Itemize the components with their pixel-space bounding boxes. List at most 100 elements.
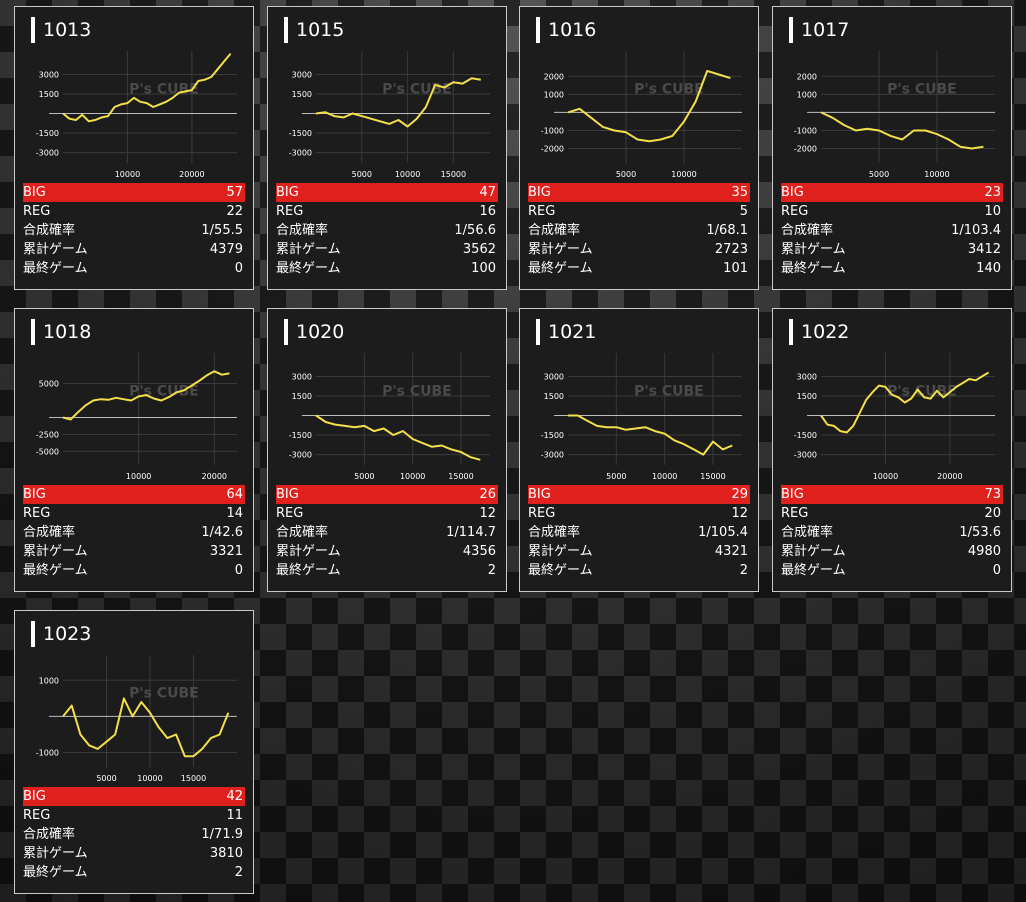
prob-label: 合成確率 [781, 223, 834, 238]
big-value: 57 [226, 185, 243, 200]
reg-value: 14 [226, 506, 243, 521]
x-tick-label: 5000 [606, 472, 626, 481]
big-label: BIG [276, 185, 299, 200]
total-value: 3321 [209, 544, 243, 559]
big-value: 29 [731, 487, 748, 502]
prob-row: 合成確率 1/114.7 [276, 523, 498, 542]
y-tick-label: 1500 [544, 392, 564, 401]
prob-label: 合成確率 [23, 223, 76, 238]
watermark-logo: P's CUBE [634, 384, 704, 400]
x-tick-label: 10000 [873, 472, 898, 481]
prob-value: 1/71.9 [201, 827, 243, 842]
machine-card[interactable]: 1018 P's CUBE 5000 -2500 -5000 10000 20000 BI… [14, 308, 254, 592]
machine-card[interactable]: 1015 P's CUBE 3000 1500 -1500 -3000 5000 10000… [267, 6, 507, 290]
last-row: 最終ゲーム 2 [276, 561, 498, 580]
slump-line [568, 414, 733, 456]
slump-chart: P's CUBE 3000 1500 -1500 -3000 5000 10000 15000 [541, 353, 742, 481]
x-tick-label: 10000 [671, 170, 696, 179]
machine-card[interactable]: 1022 P's CUBE 3000 1500 -1500 -3000 10000 2000… [772, 308, 1012, 592]
prob-row: 合成確率 1/53.6 [781, 523, 1003, 542]
last-label: 最終ゲーム [23, 563, 88, 578]
total-row: 累計ゲーム 3810 [23, 844, 245, 863]
slump-chart: P's CUBE 3000 1500 -1500 -3000 5000 10000 15000 [289, 353, 490, 481]
total-value: 4321 [714, 544, 748, 559]
y-tick-label: -2000 [794, 145, 817, 154]
x-tick-label: 5000 [354, 472, 374, 481]
last-label: 最終ゲーム [781, 261, 846, 276]
reg-value: 20 [984, 506, 1001, 521]
slump-line [820, 371, 990, 434]
stats-table: BIG 29 REG 12 合成確率 1/105.4 累計ゲーム 4321 最終ゲーム 2 [528, 485, 750, 580]
prob-label: 合成確率 [276, 223, 329, 238]
y-tick-label: -3000 [541, 451, 564, 460]
x-tick-label: 15000 [448, 472, 473, 481]
watermark-logo: P's CUBE [129, 82, 199, 98]
machine-number: 1018 [31, 319, 91, 345]
reg-row: REG 22 [23, 202, 245, 221]
total-label: 累計ゲーム [276, 544, 341, 559]
y-tick-label: 2000 [797, 72, 817, 81]
slump-line [820, 111, 984, 150]
total-value: 4980 [967, 544, 1001, 559]
machine-number: 1022 [789, 319, 849, 345]
prob-value: 1/55.5 [201, 223, 243, 238]
last-label: 最終ゲーム [23, 261, 88, 276]
big-label: BIG [528, 185, 551, 200]
machine-number: 1015 [284, 17, 344, 43]
total-row: 累計ゲーム 3562 [276, 240, 498, 259]
total-row: 累計ゲーム 4980 [781, 542, 1003, 561]
big-value: 23 [984, 185, 1001, 200]
y-tick-label: -2000 [541, 145, 564, 154]
reg-value: 16 [479, 204, 496, 219]
reg-label: REG [276, 204, 304, 219]
total-label: 累計ゲーム [781, 242, 846, 257]
machine-card[interactable]: 1020 P's CUBE 3000 1500 -1500 -3000 5000 10000… [267, 308, 507, 592]
machine-card[interactable]: 1016 P's CUBE 2000 1000 -1000 -2000 5000 10000… [519, 6, 759, 290]
reg-row: REG 16 [276, 202, 498, 221]
last-label: 最終ゲーム [528, 261, 593, 276]
machine-card[interactable]: 1017 P's CUBE 2000 1000 -1000 -2000 5000 10000… [772, 6, 1012, 290]
x-tick-label: 5000 [352, 170, 372, 179]
big-row: BIG 35 [528, 183, 750, 202]
total-row: 累計ゲーム 3412 [781, 240, 1003, 259]
slump-chart: P's CUBE 2000 1000 -1000 -2000 5000 10000 [541, 51, 742, 179]
stats-table: BIG 23 REG 10 合成確率 1/103.4 累計ゲーム 3412 最終ゲーム 1… [781, 183, 1003, 278]
reg-label: REG [23, 204, 51, 219]
x-tick-label: 5000 [96, 774, 116, 783]
reg-row: REG 10 [781, 202, 1003, 221]
last-row: 最終ゲーム 100 [276, 259, 498, 278]
y-tick-label: -1500 [289, 129, 312, 138]
last-value: 140 [976, 261, 1001, 276]
reg-label: REG [781, 506, 809, 521]
total-value: 3562 [462, 242, 496, 257]
machine-number: 1021 [536, 319, 596, 345]
reg-row: REG 20 [781, 504, 1003, 523]
y-tick-label: -1500 [541, 431, 564, 440]
last-row: 最終ゲーム 0 [23, 259, 245, 278]
x-tick-label: 20000 [179, 170, 204, 179]
reg-value: 12 [479, 506, 496, 521]
slump-line [315, 77, 481, 128]
big-value: 42 [226, 789, 243, 804]
machine-card[interactable]: 1021 P's CUBE 3000 1500 -1500 -3000 5000 10000… [519, 308, 759, 592]
reg-label: REG [781, 204, 809, 219]
big-row: BIG 57 [23, 183, 245, 202]
machine-card[interactable]: 1013 P's CUBE 3000 1500 -1500 -3000 10000 2000… [14, 6, 254, 290]
y-tick-label: -3000 [36, 149, 59, 158]
prob-label: 合成確率 [781, 525, 834, 540]
prob-label: 合成確率 [528, 223, 581, 238]
y-tick-label: -2500 [36, 430, 59, 439]
total-label: 累計ゲーム [781, 544, 846, 559]
total-label: 累計ゲーム [276, 242, 341, 257]
y-tick-label: 1500 [292, 90, 312, 99]
y-tick-label: 3000 [797, 372, 817, 381]
slump-chart: P's CUBE 1000 -1000 5000 10000 15000 [36, 655, 237, 783]
prob-row: 合成確率 1/68.1 [528, 221, 750, 240]
y-tick-label: -1000 [794, 126, 817, 135]
reg-row: REG 5 [528, 202, 750, 221]
big-value: 47 [479, 185, 496, 200]
machine-card[interactable]: 1023 P's CUBE 1000 -1000 5000 10000 15000 BIG… [14, 610, 254, 894]
prob-value: 1/53.6 [959, 525, 1001, 540]
y-tick-label: 1000 [39, 676, 59, 685]
